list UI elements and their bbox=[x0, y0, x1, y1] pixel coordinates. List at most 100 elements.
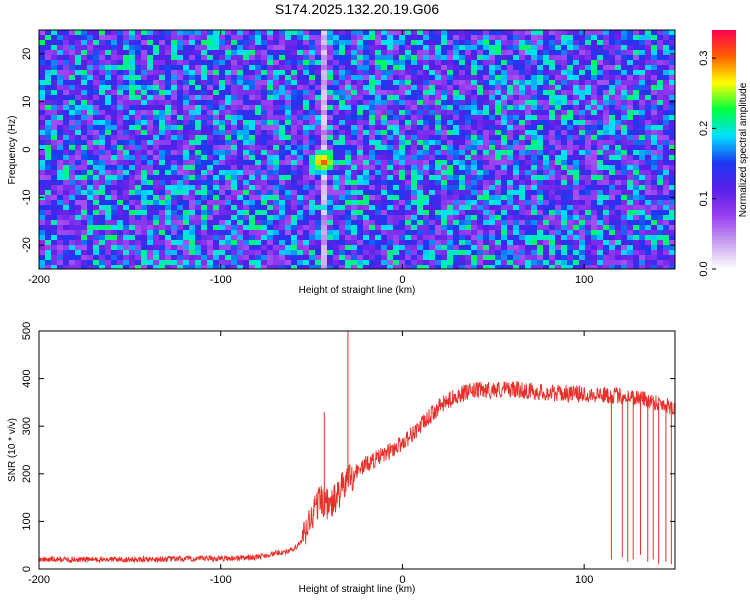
heatmap-cell bbox=[393, 80, 400, 86]
heatmap-cell bbox=[267, 50, 274, 56]
heatmap-cell bbox=[315, 205, 322, 211]
heatmap-cell bbox=[411, 210, 418, 216]
heatmap-cell bbox=[459, 90, 466, 96]
heatmap-cell bbox=[501, 245, 508, 251]
heatmap-cell bbox=[627, 120, 634, 126]
heatmap-cell bbox=[531, 120, 538, 126]
heatmap-cell bbox=[225, 135, 232, 141]
heatmap-cell bbox=[477, 195, 484, 201]
heatmap-cell bbox=[603, 45, 610, 51]
heatmap-cell bbox=[495, 55, 502, 61]
heatmap-cell bbox=[477, 80, 484, 86]
heatmap-cell bbox=[381, 155, 388, 161]
heatmap-cell bbox=[573, 260, 580, 266]
heatmap-cell bbox=[219, 30, 226, 36]
heatmap-cell bbox=[621, 255, 628, 261]
heatmap-cell bbox=[513, 40, 520, 46]
heatmap-cell bbox=[591, 120, 598, 126]
heatmap-cell bbox=[453, 190, 460, 196]
heatmap-cell bbox=[531, 235, 538, 241]
heatmap-cell bbox=[183, 45, 190, 51]
heatmap-cell bbox=[261, 260, 268, 266]
heatmap-cell bbox=[321, 110, 328, 116]
heatmap-cell bbox=[291, 30, 298, 36]
heatmap-cell bbox=[609, 190, 616, 196]
heatmap-cell bbox=[117, 145, 124, 151]
heatmap-cell bbox=[69, 250, 76, 256]
heatmap-cell bbox=[537, 255, 544, 261]
heatmap-cell bbox=[255, 110, 262, 116]
heatmap-cell bbox=[75, 250, 82, 256]
heatmap-cell bbox=[441, 245, 448, 251]
heatmap-cell bbox=[357, 195, 364, 201]
heatmap-cell bbox=[231, 215, 238, 221]
heatmap-cell bbox=[219, 85, 226, 91]
heatmap-cell bbox=[417, 45, 424, 51]
heatmap-cell bbox=[489, 120, 496, 126]
heatmap-cell bbox=[159, 235, 166, 241]
heatmap-cell bbox=[267, 160, 274, 166]
heatmap-cell bbox=[381, 185, 388, 191]
heatmap-cell bbox=[609, 95, 616, 101]
heatmap-cell bbox=[453, 60, 460, 66]
heatmap-cell bbox=[627, 35, 634, 41]
heatmap-cell bbox=[189, 40, 196, 46]
heatmap-cell bbox=[645, 235, 652, 241]
heatmap-cell bbox=[81, 220, 88, 226]
heatmap-cell bbox=[219, 240, 226, 246]
heatmap-cell bbox=[543, 260, 550, 266]
heatmap-cell bbox=[663, 155, 670, 161]
heatmap-cell bbox=[297, 115, 304, 121]
heatmap-cell bbox=[501, 115, 508, 121]
heatmap-cell bbox=[189, 55, 196, 61]
heatmap-cell bbox=[405, 70, 412, 76]
heatmap-cell bbox=[171, 150, 178, 156]
heatmap-cell bbox=[555, 260, 562, 266]
heatmap-cell bbox=[609, 230, 616, 236]
heatmap-cell bbox=[387, 125, 394, 131]
heatmap-cell bbox=[51, 30, 58, 36]
heatmap-cell bbox=[219, 175, 226, 181]
heatmap-cell bbox=[75, 245, 82, 251]
heatmap-cell bbox=[129, 85, 136, 91]
heatmap-cell bbox=[369, 140, 376, 146]
heatmap-cell bbox=[135, 200, 142, 206]
heatmap-cell bbox=[87, 190, 94, 196]
heatmap-cell bbox=[555, 115, 562, 121]
heatmap-cell bbox=[453, 205, 460, 211]
heatmap-cell bbox=[291, 90, 298, 96]
heatmap-cell bbox=[117, 100, 124, 106]
heatmap-cell bbox=[393, 70, 400, 76]
heatmap-cell bbox=[603, 225, 610, 231]
heatmap-cell bbox=[75, 150, 82, 156]
heatmap-cell bbox=[567, 60, 574, 66]
heatmap-cell bbox=[255, 190, 262, 196]
heatmap-cell bbox=[117, 170, 124, 176]
heatmap-cell bbox=[315, 85, 322, 91]
heatmap-cell bbox=[135, 245, 142, 251]
heatmap-cell bbox=[117, 120, 124, 126]
heatmap-cell bbox=[471, 50, 478, 56]
heatmap-cell bbox=[657, 210, 664, 216]
heatmap-cell bbox=[273, 215, 280, 221]
heatmap-cell bbox=[99, 135, 106, 141]
heatmap-cell bbox=[555, 85, 562, 91]
heatmap-cell bbox=[297, 35, 304, 41]
heatmap-cell bbox=[273, 170, 280, 176]
heatmap-cell bbox=[369, 250, 376, 256]
heatmap-cell bbox=[357, 70, 364, 76]
heatmap-cell bbox=[171, 80, 178, 86]
heatmap-cell bbox=[435, 215, 442, 221]
heatmap-cell bbox=[477, 165, 484, 171]
heatmap-cell bbox=[51, 225, 58, 231]
heatmap-cell bbox=[501, 240, 508, 246]
heatmap-cell bbox=[213, 235, 220, 241]
heatmap-cell bbox=[579, 185, 586, 191]
heatmap-cell bbox=[393, 140, 400, 146]
heatmap-cell bbox=[639, 165, 646, 171]
heatmap-cell bbox=[309, 235, 316, 241]
heatmap-cell bbox=[423, 30, 430, 36]
heatmap-cell bbox=[297, 175, 304, 181]
heatmap-cell bbox=[243, 140, 250, 146]
heatmap-cell bbox=[291, 245, 298, 251]
